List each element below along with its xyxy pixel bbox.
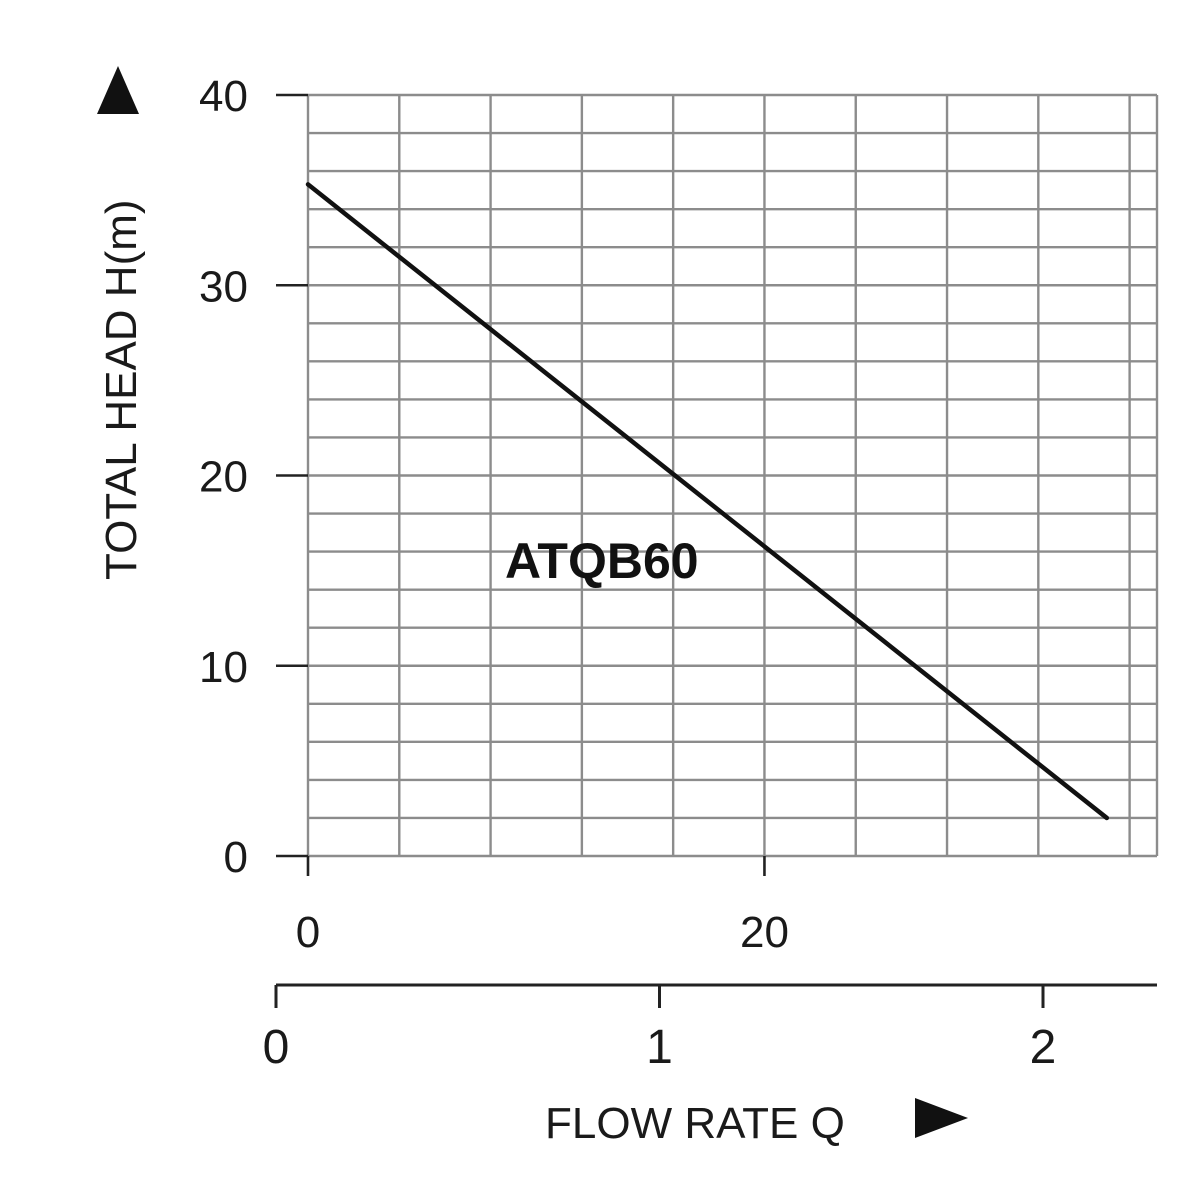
series-label: ATQB60 bbox=[505, 533, 699, 589]
y-axis-ticks: 0 10 20 30 40 bbox=[199, 72, 308, 882]
y-tick-label: 40 bbox=[199, 72, 248, 121]
y-axis-arrow-icon bbox=[97, 66, 139, 114]
y-tick-label: 10 bbox=[199, 643, 248, 692]
lower-x-tick-label: 1 bbox=[646, 1021, 673, 1074]
upper-x-axis: 0 20 bbox=[296, 856, 789, 957]
lower-x-tick-label: 2 bbox=[1030, 1021, 1057, 1074]
series-layer: ATQB60 bbox=[305, 182, 1110, 821]
y-axis-title: TOTAL HEAD H(m) bbox=[97, 199, 146, 580]
grid bbox=[306, 93, 1159, 858]
y-tick-label: 0 bbox=[224, 833, 248, 882]
upper-x-tick-label: 0 bbox=[296, 908, 320, 957]
x-axis-arrow-icon bbox=[915, 1098, 968, 1138]
lower-x-axis: 0 1 2 bbox=[263, 983, 1157, 1074]
x-axis-title: FLOW RATE Q bbox=[545, 1099, 845, 1148]
lower-x-tick-label: 0 bbox=[263, 1021, 290, 1074]
series-line bbox=[305, 182, 1110, 821]
y-tick-label: 30 bbox=[199, 262, 248, 311]
y-tick-label: 20 bbox=[199, 453, 248, 502]
upper-x-tick-label: 20 bbox=[740, 908, 789, 957]
